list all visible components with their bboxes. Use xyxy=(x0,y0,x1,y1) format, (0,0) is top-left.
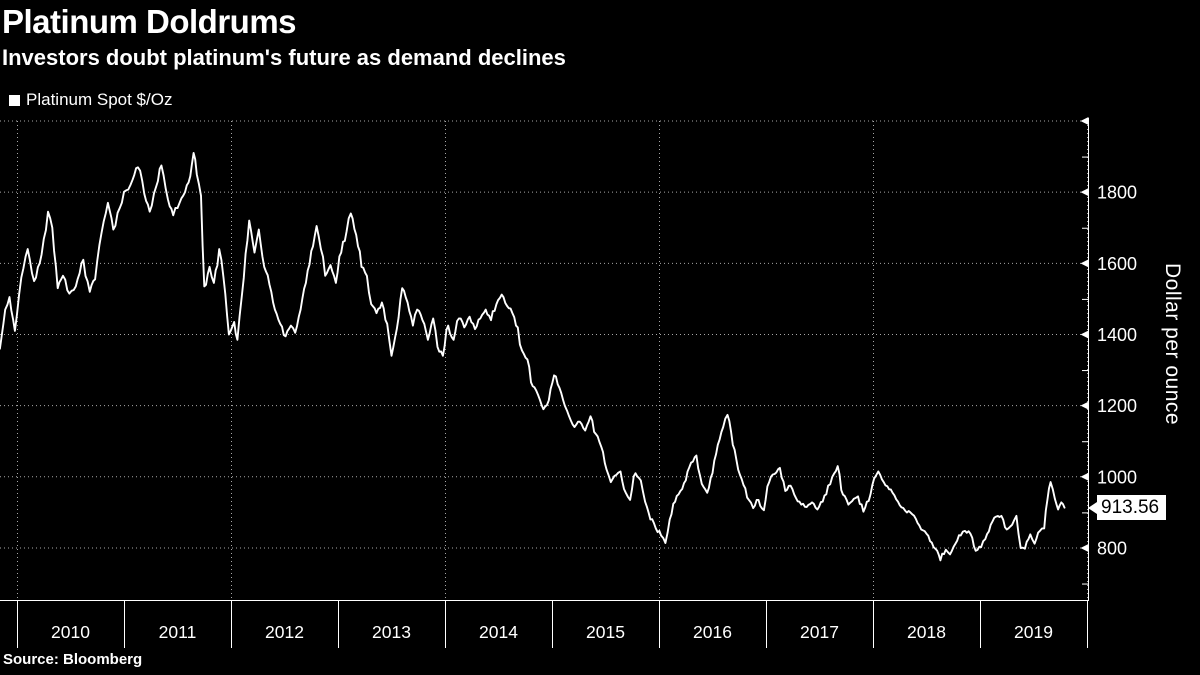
y-tick-label: 1600 xyxy=(1097,254,1137,274)
source-note: Source: Bloomberg xyxy=(3,651,143,668)
x-tick-label: 2016 xyxy=(693,622,732,642)
x-tick-label: 2013 xyxy=(372,622,411,642)
last-price-value: 913.56 xyxy=(1097,495,1167,520)
x-tick-label: 2011 xyxy=(159,622,197,642)
x-tick-label: 2018 xyxy=(907,622,946,642)
x-tick-label: 2010 xyxy=(51,622,90,642)
y-tick-label: 1200 xyxy=(1097,396,1137,416)
y-tick-label: 1400 xyxy=(1097,325,1137,345)
page-title: Platinum Doldrums xyxy=(2,3,297,40)
y-tick-label: 1800 xyxy=(1097,183,1137,203)
legend: Platinum Spot $/Oz xyxy=(9,90,172,110)
legend-swatch-icon xyxy=(9,94,20,106)
x-tick-label: 2017 xyxy=(800,622,839,642)
x-tick-label: 2014 xyxy=(479,622,518,642)
platinum-price-line xyxy=(0,152,1066,562)
x-tick-label: 2015 xyxy=(586,622,625,642)
y-tick-label: 1000 xyxy=(1097,467,1137,487)
legend-label: Platinum Spot $/Oz xyxy=(26,90,173,109)
x-tick-label: 2012 xyxy=(265,622,304,642)
page-subtitle: Investors doubt platinum's future as dem… xyxy=(2,45,566,70)
last-price-callout: 913.56 xyxy=(1088,495,1167,520)
callout-arrow-icon xyxy=(1088,501,1097,514)
y-tick-label: 800 xyxy=(1097,538,1127,558)
x-tick-label: 2019 xyxy=(1014,622,1053,642)
y-axis-title: Dollar per ounce xyxy=(1161,263,1184,426)
